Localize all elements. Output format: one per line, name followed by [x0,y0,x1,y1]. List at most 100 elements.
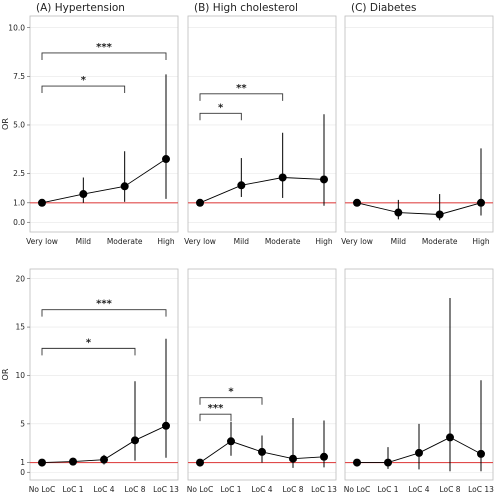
x-tick-label: Very low [341,237,373,246]
x-tick-label: LoC 4 [93,485,114,494]
data-point [320,175,328,184]
significance-stars: * [228,387,234,398]
x-tick-label: Moderate [422,237,458,246]
data-point [38,458,46,467]
data-point [237,181,246,190]
x-tick-label: No LoC [187,485,213,494]
panel-top-middle: (B) High cholesterol Very low Mild Moderate… [184,2,337,246]
y-tick-label: 15 [15,323,25,332]
panel-frame [29,15,179,233]
data-point [320,452,328,461]
y-tick-label: 10 [15,371,25,380]
x-tick-label: LoC 1 [377,485,398,494]
significance-stars: ** [236,83,247,94]
y-tick-label: 0.0 [13,218,25,227]
data-point [384,458,392,467]
x-tick-label: LoC 4 [251,485,272,494]
significance-bracket [41,347,136,356]
significance-bracket [41,85,126,94]
series-line [199,177,325,204]
data-point [120,182,129,191]
x-tick-label: LoC 8 [439,485,460,494]
panel-title: (A) Hypertension [36,2,125,14]
y-tick-label: 0 [20,468,25,477]
data-point [289,454,297,463]
data-point [162,421,170,430]
panel-bottom-right: No LoC LoC 1 LoC 4 LoC 8 LoC 13 [344,268,494,494]
y-tick-label: 5.0 [13,121,25,130]
data-point [353,198,361,207]
significance-stars: * [218,102,224,113]
x-tick-label: LoC 4 [408,485,429,494]
y-tick-label: 2.5 [13,169,25,178]
data-point [38,198,46,207]
data-point [196,198,204,207]
significance-stars: * [86,337,92,348]
y-tick-label: 10.0 [8,23,25,32]
data-point [394,208,403,217]
x-tick-label: High [157,237,174,246]
data-point [162,155,170,164]
data-point [258,447,266,456]
x-tick-label: LoC 8 [282,485,303,494]
x-tick-label: LoC 13 [468,485,494,494]
data-point [353,458,361,467]
series-line [41,158,167,204]
x-tick-label: LoC 13 [311,485,337,494]
x-tick-label: LoC 1 [62,485,83,494]
panel-frame [344,268,494,481]
data-point [100,455,108,464]
significance-bracket [41,309,167,317]
panel-bottom-middle: No LoC LoC 1 LoC 4 LoC 8 LoC 13**** [187,268,337,494]
data-point [435,210,444,219]
y-tick-label: 1 [20,458,25,467]
panel-title: (B) High cholesterol [194,2,298,14]
y-axis-label: OR [1,118,10,130]
data-point [477,198,485,207]
data-point [131,436,139,445]
data-point [278,173,287,182]
x-tick-label: Moderate [265,237,301,246]
data-point [227,437,235,446]
significance-bracket [199,112,242,121]
significance-bracket [41,52,167,60]
y-axis-label: OR [1,368,10,380]
y-tick-label: 7.5 [13,72,25,81]
y-tick-label: 1.0 [13,198,25,207]
y-tick-label: 5 [20,419,25,428]
x-tick-label: High [472,237,489,246]
x-tick-label: Mild [391,237,407,246]
panel-frame [29,268,179,481]
x-tick-label: Mild [76,237,92,246]
x-tick-label: Mild [234,237,250,246]
data-point [415,448,423,457]
data-point [79,190,88,199]
x-tick-label: LoC 13 [153,485,179,494]
panel-title: (C) Diabetes [351,2,416,14]
significance-bracket [199,397,263,405]
x-tick-label: LoC 8 [124,485,145,494]
x-tick-label: LoC 1 [220,485,241,494]
data-point [477,449,485,458]
significance-stars: *** [208,403,224,414]
x-tick-label: Very low [184,237,216,246]
panel-top-left: (A) Hypertension 0.0 1.0 2.5 5.0 7.5 10.0 OR Ver… [1,2,179,246]
significance-bracket [199,413,232,422]
significance-stars: *** [96,42,112,53]
x-tick-label: Very low [26,237,58,246]
x-tick-label: No LoC [344,485,370,494]
data-point [69,457,77,466]
panel-frame [187,15,337,233]
significance-stars: *** [96,299,112,310]
significance-bracket [199,93,284,101]
panel-top-right: (C) Diabetes Very low Mild Moderate High [341,2,494,246]
data-point [446,433,454,442]
significance-stars: * [81,75,87,86]
x-tick-label: No LoC [29,485,55,494]
x-tick-label: High [315,237,332,246]
y-tick-label: 20 [15,274,25,283]
series-line [356,202,482,215]
x-tick-label: Moderate [107,237,143,246]
